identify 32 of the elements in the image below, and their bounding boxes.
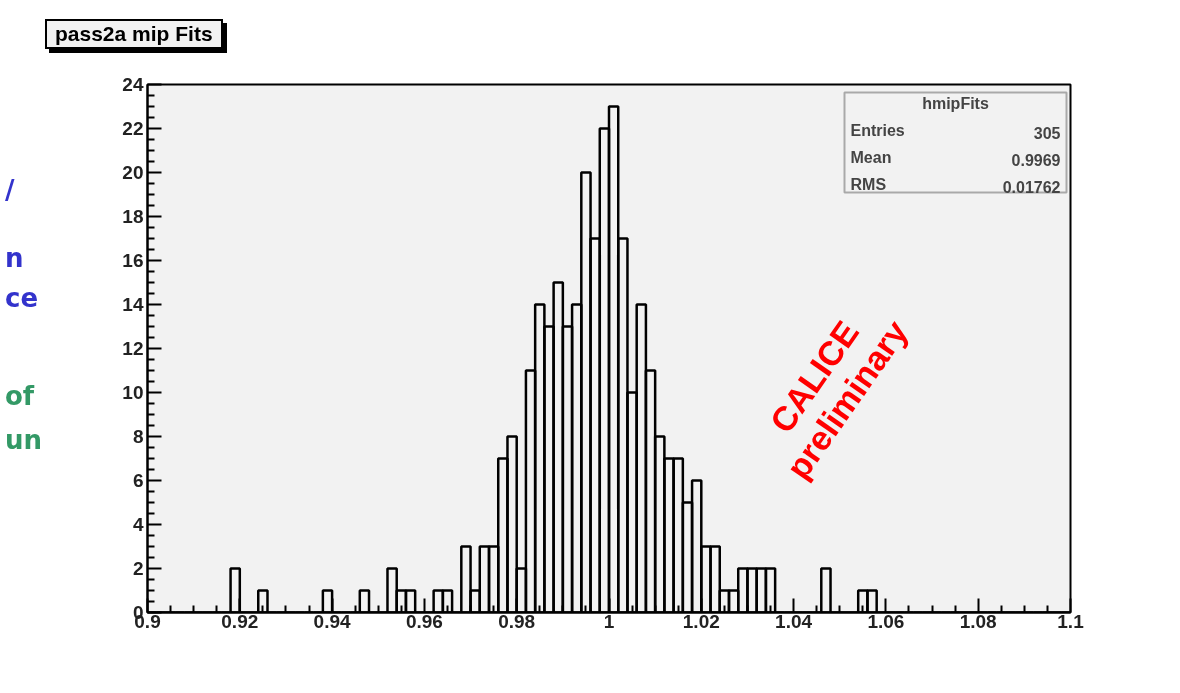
text: of [5,381,35,411]
text: RMS 0.01762 [850,175,1061,196]
y-tick-label: 20 [122,162,144,183]
text: n [5,243,24,273]
y-tick-label: 14 [122,294,144,315]
text: Mean 0.9969 [850,148,1061,169]
x-tick-label: 1.02 [682,610,720,632]
annotation: hmipFits [922,94,989,112]
x-tick-label: 1.04 [775,610,813,632]
x-tick-label: 0.98 [498,610,536,632]
text: un [5,425,43,455]
y-tick-label: 4 [132,514,144,535]
x-tick-label: 1.06 [867,610,905,632]
x-tick-label: 0.92 [221,610,259,632]
chart-title: pass2a mip Fits [45,19,223,49]
x-tick-label: 0.94 [313,610,352,632]
y-tick-label: 12 [122,338,144,359]
y-tick-label: 16 [122,250,144,271]
y-tick-label: 22 [122,118,144,139]
y-tick-label: 18 [122,206,144,227]
text: / [5,175,15,205]
x-tick-label: 1.08 [959,610,997,632]
text: ce [5,283,39,313]
y-tick-label: 24 [122,74,144,95]
y-tick-label: 10 [122,382,144,403]
y-tick-label: 2 [132,558,144,579]
x-tick-label: 0.96 [405,610,443,632]
y-tick-label: 6 [132,470,144,491]
text: Entries 305 [850,121,1061,142]
x-tick-label: 1 [603,610,615,632]
y-tick-label: 8 [132,426,144,447]
x-tick-label: 1.1 [1057,610,1085,632]
